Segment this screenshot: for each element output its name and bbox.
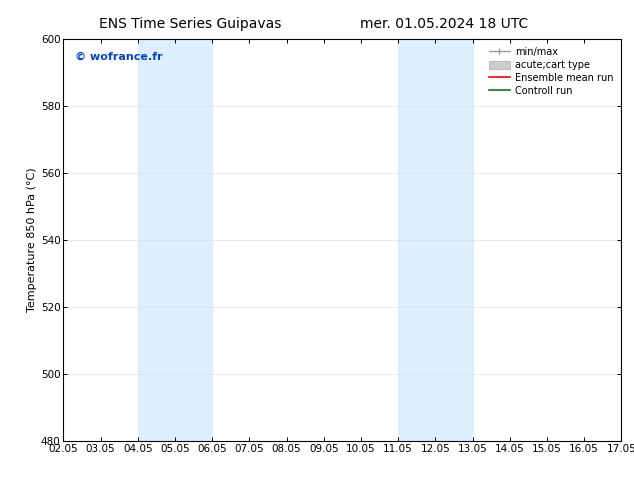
- Y-axis label: Temperature 850 hPa (°C): Temperature 850 hPa (°C): [27, 168, 37, 313]
- Bar: [138, 39, 212, 441]
- Legend: min/max, acute;cart type, Ensemble mean run, Controll run: min/max, acute;cart type, Ensemble mean …: [486, 44, 616, 98]
- Text: © wofrance.fr: © wofrance.fr: [75, 51, 162, 61]
- Text: mer. 01.05.2024 18 UTC: mer. 01.05.2024 18 UTC: [359, 17, 528, 31]
- Bar: [398, 39, 472, 441]
- Text: ENS Time Series Guipavas: ENS Time Series Guipavas: [99, 17, 281, 31]
